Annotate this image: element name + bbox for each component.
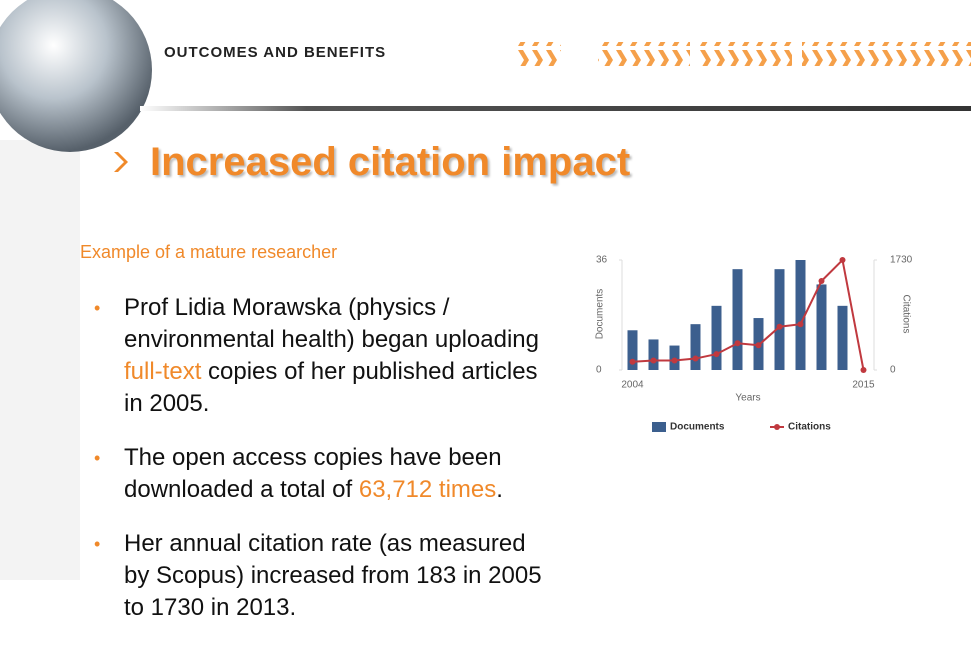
line [633,260,864,370]
x-tick-label: 2004 [621,380,644,391]
marker [693,356,699,362]
bar [733,269,743,370]
marker [777,324,783,330]
bar [691,324,701,370]
bar [712,306,722,370]
y2-tick-label: 0 [890,365,896,376]
legend-swatch [652,422,666,432]
legend-label: Citations [788,422,831,433]
bar [649,339,659,370]
marker [651,357,657,363]
marker [798,321,804,327]
marker [672,357,678,363]
slide: OUTCOMES AND BENEFITS Increased citation… [0,0,971,668]
marker [819,278,825,284]
marker [630,359,636,365]
x-axis-title: Years [735,393,760,404]
marker [756,342,762,348]
legend-swatch [774,424,780,430]
y2-tick-label: 1730 [890,255,913,266]
chart: Documents Citations Years 0 36 0 1730 2004 20… [0,0,971,668]
bar [817,284,827,370]
marker [735,340,741,346]
x-tick-label: 2015 [852,380,875,391]
y-tick-label: 0 [596,365,602,376]
bar [838,306,848,370]
bar [775,269,785,370]
legend-label: Documents [670,422,725,433]
y-tick-label: 36 [596,255,608,266]
y-axis-title: Documents [595,289,606,340]
marker [840,257,846,263]
marker [714,351,720,357]
y2-axis-title: Citations [900,295,911,334]
marker [861,367,867,373]
